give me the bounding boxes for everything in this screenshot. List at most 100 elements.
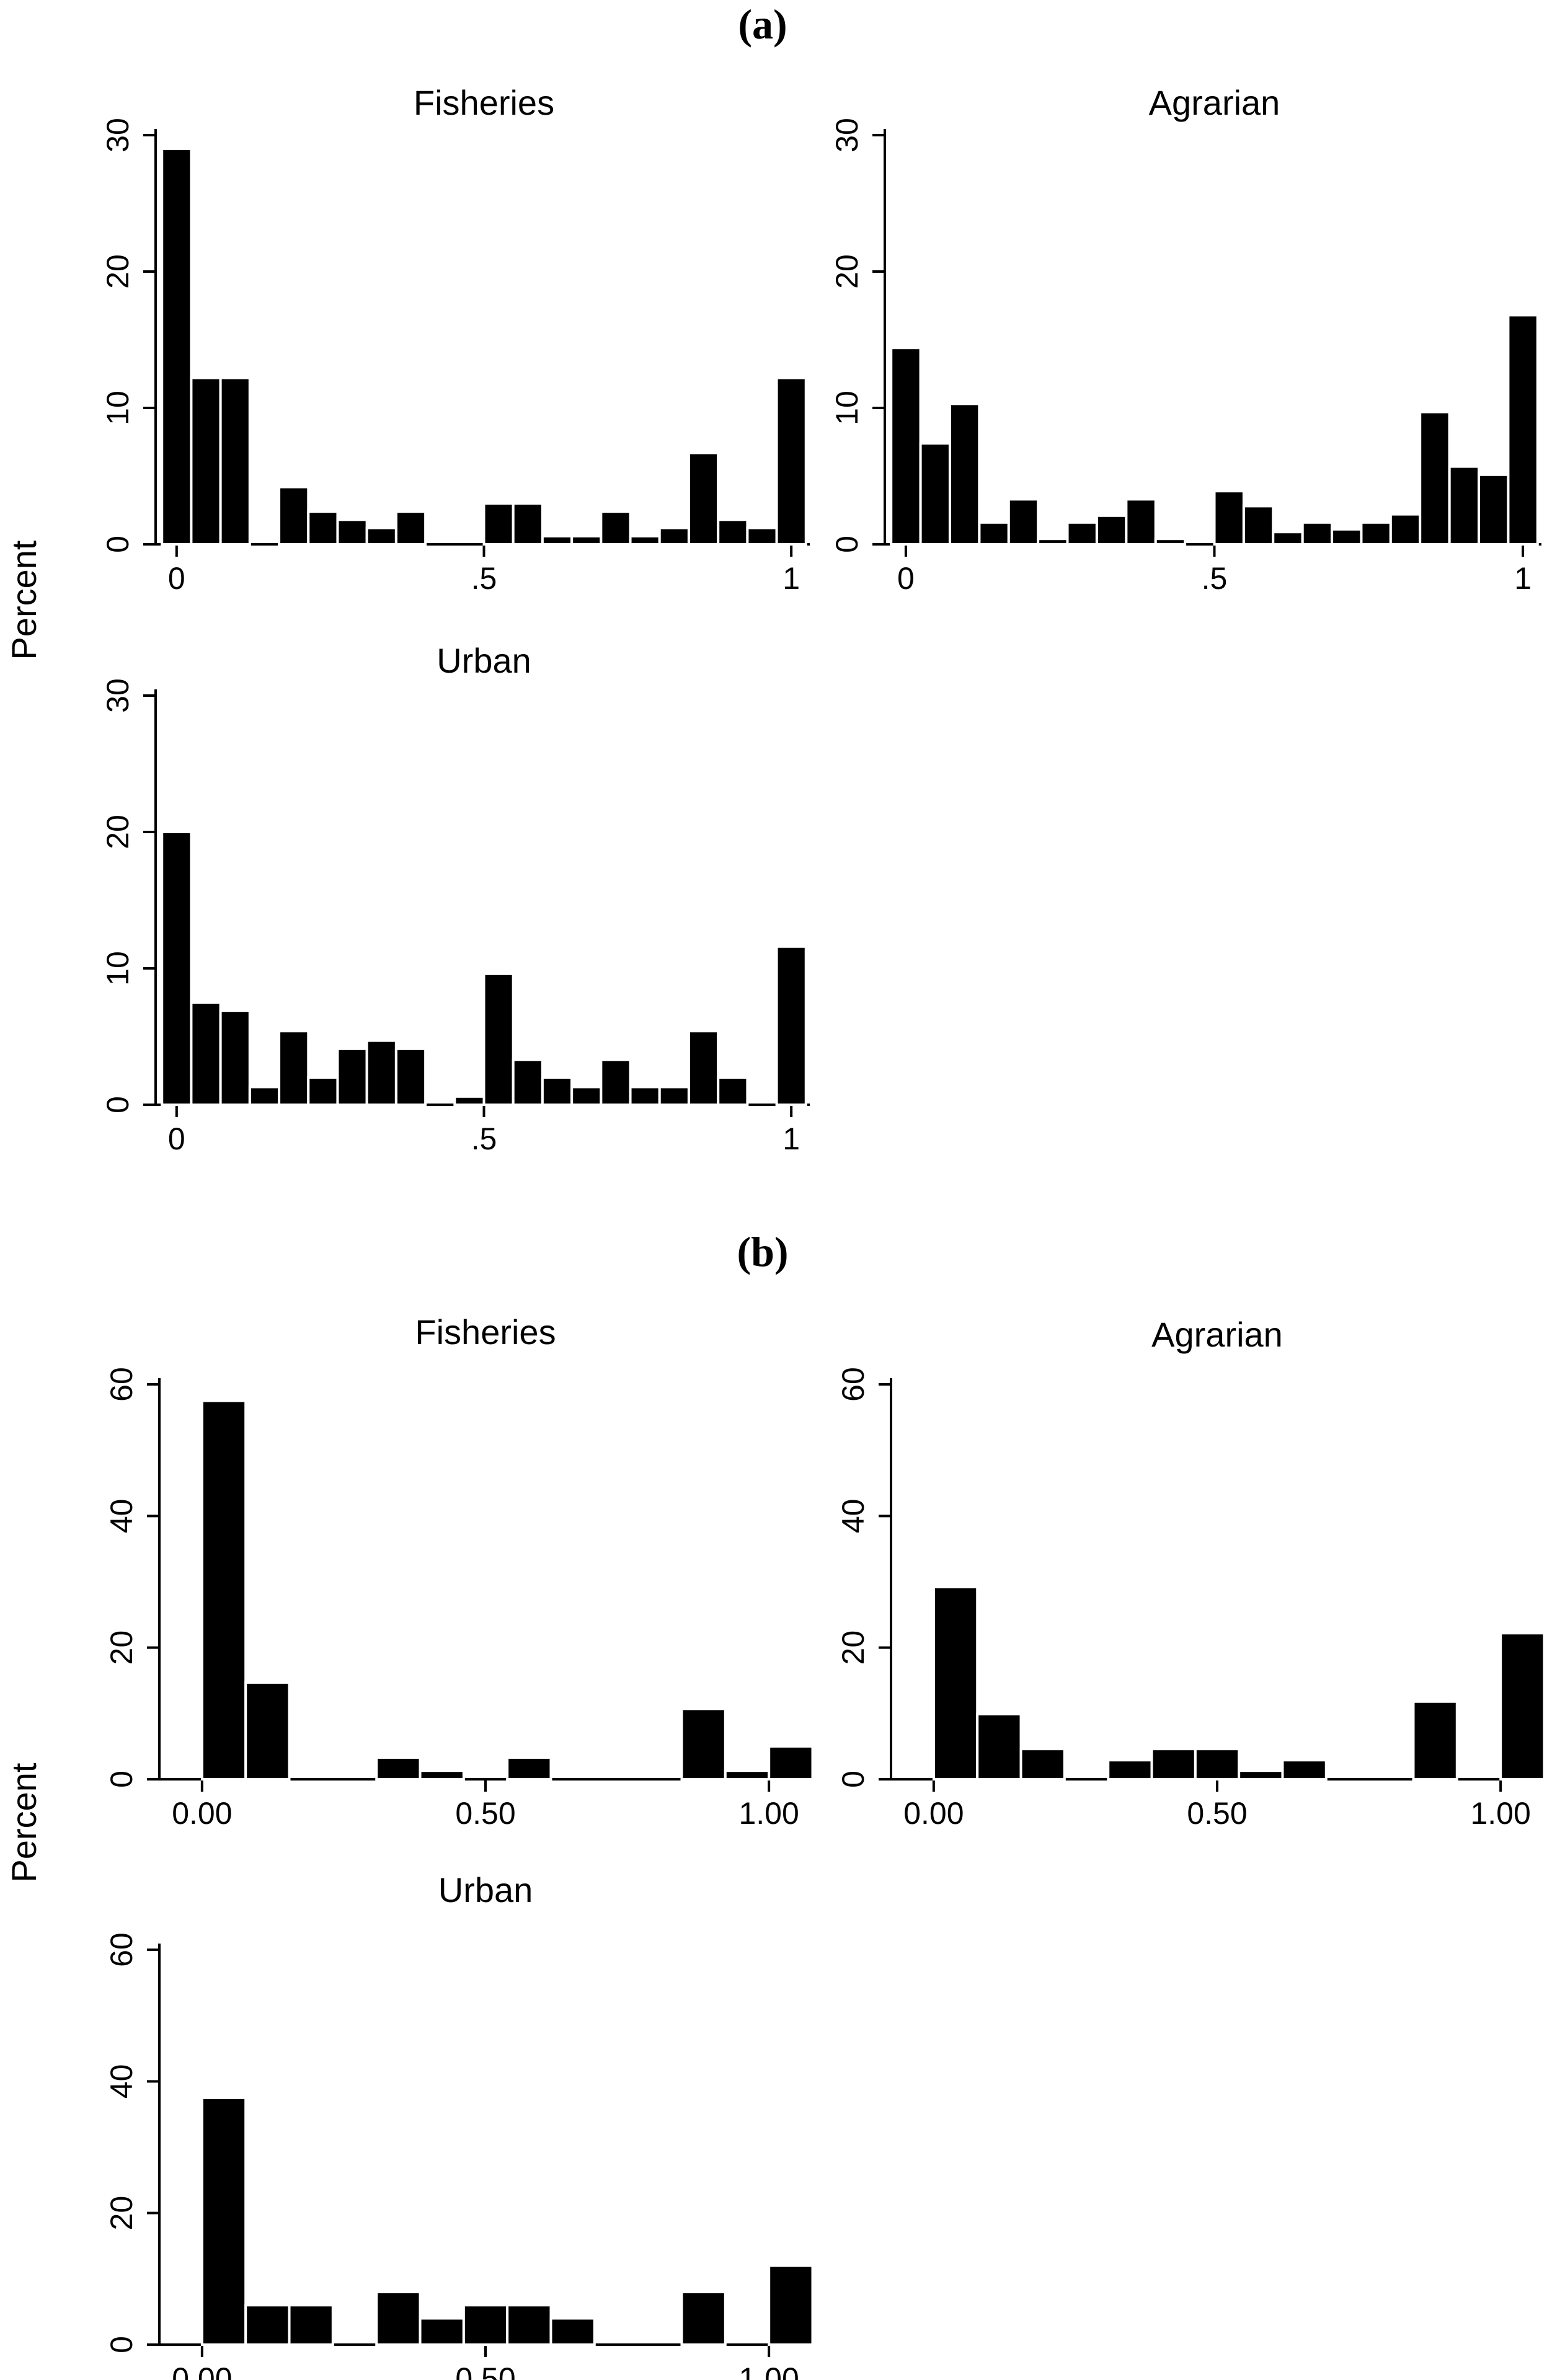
x-tick-label: .5 xyxy=(471,1121,497,1156)
histogram-bar xyxy=(1150,1748,1197,1781)
x-tick-label: 0 xyxy=(897,561,915,596)
histogram-bar xyxy=(1331,528,1363,546)
histogram-bar xyxy=(570,534,603,546)
histogram-bar xyxy=(1389,513,1422,546)
histogram-bar xyxy=(919,442,951,546)
histogram-bar xyxy=(1301,521,1334,546)
histogram-bar xyxy=(978,521,1010,546)
histogram-bar xyxy=(394,510,427,546)
subplot-title: Urban xyxy=(438,1870,533,1909)
histogram-bar xyxy=(219,1009,251,1106)
subplot-title: Urban xyxy=(437,641,531,680)
x-tick-label: 1 xyxy=(782,1121,800,1156)
histogram-bar xyxy=(724,1769,771,1781)
histogram-bar xyxy=(307,1076,339,1106)
histogram-bar xyxy=(278,485,310,546)
histogram-bar xyxy=(1242,505,1275,546)
histogram-bar xyxy=(680,1707,727,1781)
histogram-bar xyxy=(482,972,515,1107)
histogram-bar xyxy=(1213,490,1245,546)
histogram-bar xyxy=(375,2291,422,2346)
histogram-bar xyxy=(687,1030,720,1106)
histogram-bar xyxy=(394,1047,427,1107)
histogram-b-agrarian: Agrarian 0 20 40 60 0.00 0.50 1.00 xyxy=(836,1315,1546,1831)
x-tick-label: 0 xyxy=(168,561,185,596)
x-tick-label: .5 xyxy=(471,561,497,596)
histogram-bar xyxy=(512,502,544,546)
histogram-bar xyxy=(768,1745,814,1781)
x-tick-label: .5 xyxy=(1202,561,1228,596)
y-tick-label: 0 xyxy=(104,1771,139,1788)
histogram-bar xyxy=(1194,1748,1241,1781)
histogram-bar xyxy=(1499,1632,1546,1781)
y-tick-label: 20 xyxy=(100,254,135,289)
histogram-bar xyxy=(658,526,690,546)
panel-label-b: (b) xyxy=(737,1228,788,1275)
y-tick-label: 60 xyxy=(104,1932,139,1967)
histogram-bar xyxy=(278,1030,310,1106)
histogram-bar xyxy=(570,1086,603,1107)
y-tick-label: 40 xyxy=(836,1499,871,1534)
y-tick-label: 10 xyxy=(830,391,864,425)
subplot-title: Agrarian xyxy=(1151,1315,1283,1354)
y-tick-label: 40 xyxy=(104,1499,139,1534)
x-tick-label: 0 xyxy=(168,1121,185,1156)
histogram-bar xyxy=(462,2304,509,2347)
x-tick-label: 0.50 xyxy=(1187,1796,1247,1831)
histogram-bar xyxy=(248,1086,281,1107)
x-tick-label: 1 xyxy=(782,561,800,596)
histogram-bar xyxy=(1360,521,1392,546)
histogram-bar xyxy=(336,518,368,546)
y-tick-label: 20 xyxy=(830,254,864,289)
histogram-b-urban: Urban 0 20 40 60 0.00 0.50 1.00 xyxy=(104,1870,814,2380)
histogram-bar xyxy=(629,534,661,546)
y-tick-label: 20 xyxy=(104,2196,139,2231)
histogram-bar xyxy=(1478,473,1510,546)
histogram-bar xyxy=(600,1058,632,1107)
histogram-bar xyxy=(375,1756,422,1781)
histogram-bar xyxy=(190,376,222,546)
histogram-bar xyxy=(219,376,251,546)
histogram-bar xyxy=(1066,521,1098,546)
histogram-bar xyxy=(161,148,193,546)
histogram-bar xyxy=(658,1086,690,1107)
histogram-bar xyxy=(506,1756,552,1781)
histogram-bar xyxy=(453,1095,485,1107)
histogram-bar xyxy=(1095,514,1128,546)
histogram-bar xyxy=(976,1712,1022,1781)
histogram-bar xyxy=(1419,410,1451,546)
histogram-a-urban: Urban 0 10 20 30 0 .5 1 xyxy=(100,641,810,1156)
histogram-bar xyxy=(687,451,720,546)
y-tick-label: 20 xyxy=(100,815,135,849)
histogram-bar xyxy=(890,347,922,546)
x-tick-label: 1 xyxy=(1514,561,1532,596)
x-tick-label: 0.00 xyxy=(903,1796,964,1831)
panel-label-a: (a) xyxy=(738,1,787,48)
histogram-bar xyxy=(244,2304,291,2347)
histogram-bar xyxy=(680,2291,727,2346)
histogram-bar xyxy=(365,1039,397,1106)
x-tick-label: 0.00 xyxy=(172,2361,232,2380)
subplot-title: Fisheries xyxy=(415,1312,556,1351)
histogram-bar xyxy=(506,2304,552,2347)
histogram-bar xyxy=(1154,537,1187,546)
x-tick-label: 0.00 xyxy=(172,1796,232,1831)
y-tick-label: 0 xyxy=(104,2336,139,2353)
histogram-bar xyxy=(336,1047,368,1107)
y-tick-label: 30 xyxy=(830,118,864,153)
y-tick-label: 0 xyxy=(100,536,135,553)
y-tick-label: 60 xyxy=(836,1367,871,1402)
histogram-bar xyxy=(288,2304,334,2347)
x-tick-label: 1.00 xyxy=(738,1796,799,1831)
histogram-bar xyxy=(629,1086,661,1107)
x-tick-label: 1.00 xyxy=(738,2361,799,2380)
histogram-bar xyxy=(1412,1700,1458,1781)
histogram-bar xyxy=(600,510,632,546)
histogram-bar xyxy=(1037,537,1069,546)
y-tick-label: 20 xyxy=(104,1630,139,1665)
histogram-bar xyxy=(419,2317,465,2347)
subplot-title: Fisheries xyxy=(414,83,554,122)
